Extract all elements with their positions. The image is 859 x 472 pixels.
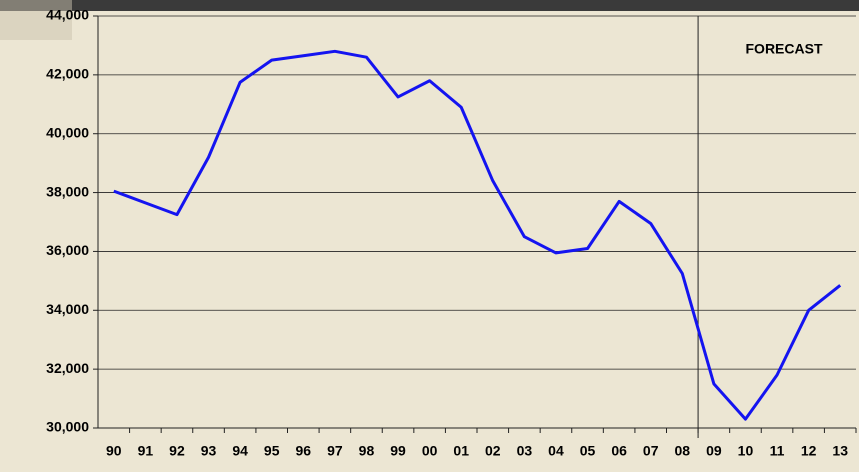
x-tick-label: 97 <box>327 443 343 459</box>
x-tick-label: 06 <box>611 443 627 459</box>
x-tick-label: 01 <box>453 443 469 459</box>
x-tick-label: 94 <box>232 443 248 459</box>
x-tick-label: 98 <box>359 443 375 459</box>
forecast-label: FORECAST <box>746 41 823 57</box>
x-tick-label: 03 <box>517 443 533 459</box>
y-tick-label: 30,000 <box>46 419 89 435</box>
y-tick-label: 36,000 <box>46 242 89 258</box>
line <box>113 49 842 421</box>
y-tick-label: 40,000 <box>46 124 89 140</box>
x-tick-label: 13 <box>832 443 848 459</box>
x-tick-label: 11 <box>770 443 785 459</box>
x-tick-label: 04 <box>548 443 564 459</box>
y-tick-label: 44,000 <box>46 7 89 23</box>
x-tick-label: 12 <box>801 443 817 459</box>
x-tick-label: 09 <box>706 443 722 459</box>
x-tick-label: 92 <box>169 443 185 459</box>
x-tick-label: 96 <box>296 443 312 459</box>
y-tick-label: 38,000 <box>46 183 89 199</box>
top-bar <box>0 0 859 11</box>
x-tick-label: 07 <box>643 443 659 459</box>
x-tick-label: 08 <box>675 443 691 459</box>
x-tick-label: 90 <box>106 443 122 459</box>
x-tick-label: 91 <box>138 443 154 459</box>
y-tick-label: 34,000 <box>46 301 89 317</box>
corner <box>0 0 72 40</box>
y-tick-label: 32,000 <box>46 360 89 376</box>
x-tick-label: 99 <box>390 443 406 459</box>
x-tick-label: 93 <box>201 443 217 459</box>
y-tick-label: 42,000 <box>46 66 89 82</box>
x-tick-label: 00 <box>422 443 438 459</box>
x-tick-label: 10 <box>738 443 754 459</box>
x-tick-label: 02 <box>485 443 501 459</box>
x-tick-label: 95 <box>264 443 280 459</box>
x-tick-label: 05 <box>580 443 596 459</box>
